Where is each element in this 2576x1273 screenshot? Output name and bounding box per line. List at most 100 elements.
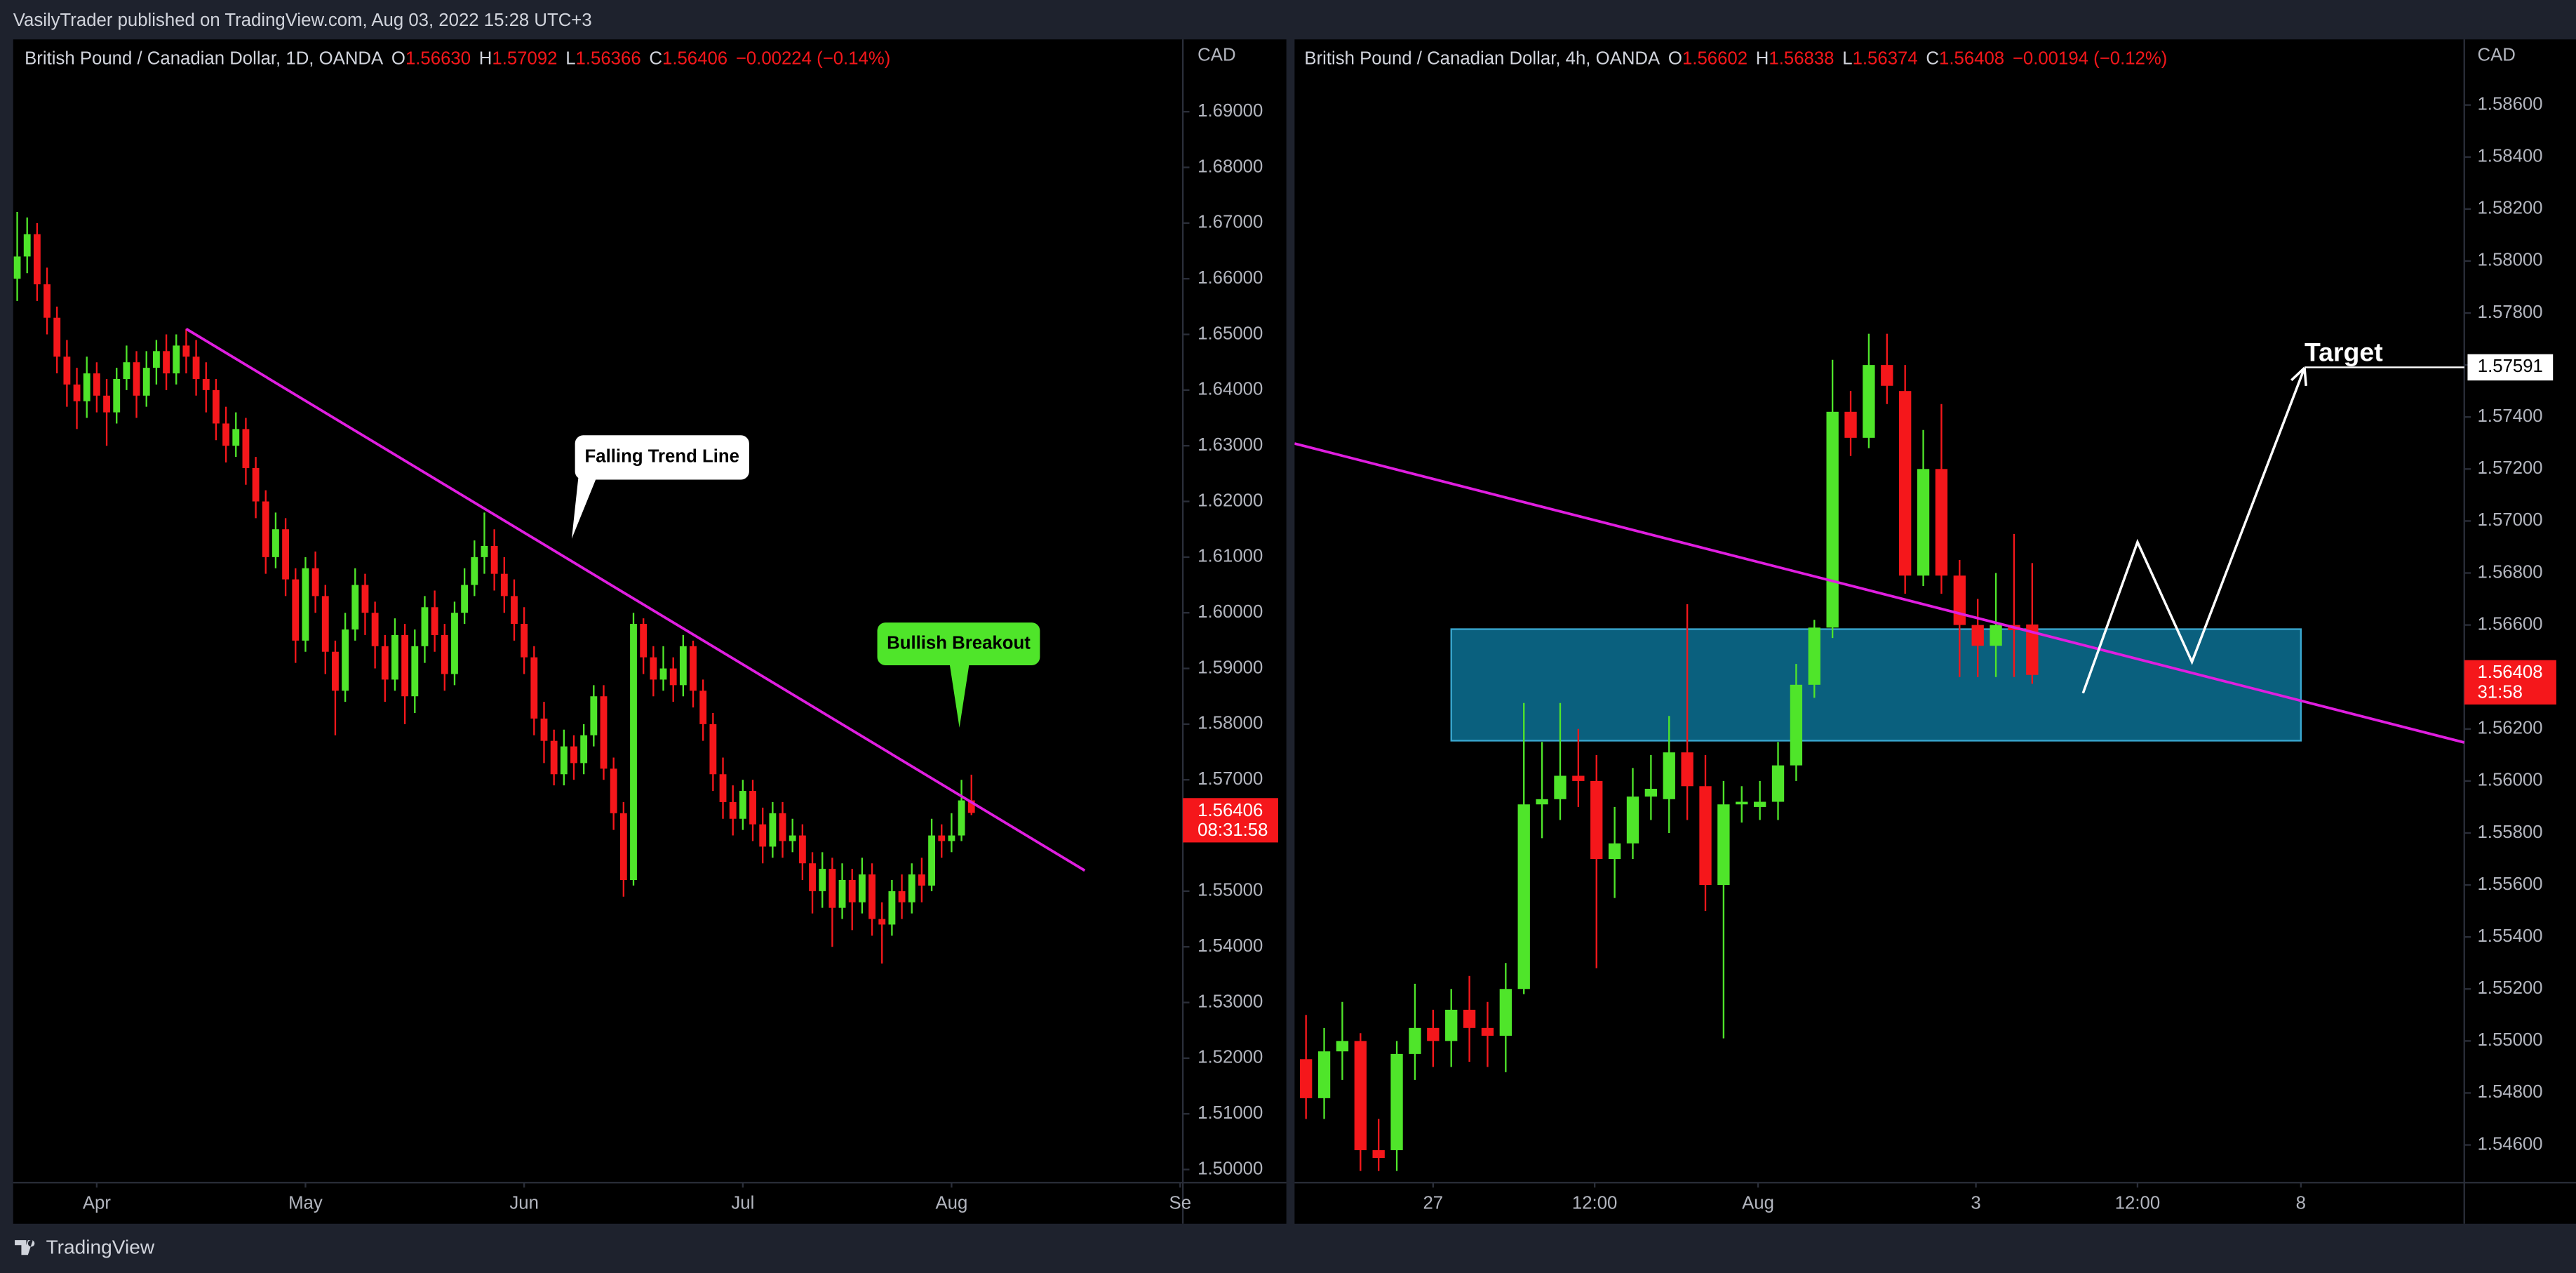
y-tick-label: 1.61000 (1198, 547, 1263, 566)
candle-body (252, 467, 260, 502)
candle-body (848, 880, 856, 902)
candle-body (1844, 411, 1857, 438)
y-tick-label: 1.64000 (1198, 380, 1263, 399)
y-tick-label: 1.69000 (1198, 101, 1263, 121)
callout-pointer (949, 663, 970, 728)
y-tick-label: 1.57400 (2477, 406, 2542, 426)
candle-body (133, 362, 140, 396)
candle-body (1771, 765, 1785, 802)
publisher-line: VasilyTrader published on TradingView.co… (13, 11, 592, 30)
legend-change: −0.00224 (−0.14%) (736, 48, 891, 68)
left-pane (13, 39, 1287, 1224)
chart-title: British Pound / Canadian Dollar, 1D, OAN… (25, 48, 384, 68)
last-price-label: 1.56406 (1198, 801, 1263, 820)
candle-body (600, 696, 608, 769)
axis-unit: CAD (1198, 45, 1235, 65)
callout-text: Falling Trend Line (585, 447, 739, 467)
target-text: Target (2305, 338, 2383, 367)
legend-value: 1.57092 (492, 48, 557, 68)
candle-body (1300, 1059, 1313, 1098)
legend-key: C (649, 48, 662, 68)
candle-body (580, 735, 588, 764)
candle-body (342, 629, 349, 691)
x-tick-label: Aug (1742, 1193, 1774, 1213)
y-tick-label: 1.55200 (2477, 978, 2542, 998)
candle-body (213, 389, 220, 424)
legend-value: 1.56630 (405, 48, 471, 68)
y-tick-label: 1.52000 (1198, 1048, 1263, 1067)
candle-body (490, 545, 498, 574)
candle-body (829, 869, 836, 908)
candle-body (769, 813, 777, 847)
candle-body (540, 718, 548, 741)
y-tick-label: 1.57000 (1198, 769, 1263, 789)
last-price-box (1183, 798, 1278, 843)
candle-body (83, 373, 90, 401)
candle-body (908, 874, 915, 902)
x-tick-label: 12:00 (1572, 1193, 1617, 1213)
y-tick-label: 1.57000 (2477, 510, 2542, 530)
y-tick-label: 1.55600 (2477, 874, 2542, 894)
candle-body (142, 368, 150, 396)
candle-body (779, 813, 786, 841)
x-tick-label: Aug (935, 1193, 967, 1213)
y-tick-label: 1.54800 (2477, 1082, 2542, 1102)
candle-body (1663, 752, 1675, 799)
last-price-label: 1.56408 (2477, 662, 2542, 682)
y-tick-label: 1.56800 (2477, 562, 2542, 582)
candle-body (789, 835, 796, 841)
target-price-box (2467, 354, 2554, 381)
brand-logo (15, 1240, 35, 1255)
x-tick-label: Jul (731, 1193, 754, 1213)
x-tick-label: 8 (2296, 1193, 2306, 1213)
x-tick-label: 3 (1971, 1193, 1980, 1213)
candle-body (232, 429, 240, 446)
candle-body (471, 556, 478, 585)
candle-body (1935, 469, 1948, 576)
candle-body (1808, 627, 1820, 685)
candle-body (321, 596, 329, 652)
candle-body (709, 724, 717, 775)
y-tick-label: 1.56200 (2477, 719, 2542, 738)
candle-body (619, 813, 627, 881)
candle-body (13, 256, 21, 279)
candle-body (391, 634, 398, 680)
y-tick-label: 1.55000 (1198, 881, 1263, 900)
candle-body (451, 613, 458, 674)
countdown-label: 08:31:58 (1198, 820, 1268, 840)
y-tick-label: 1.57800 (2477, 302, 2542, 322)
zone (1450, 628, 2302, 742)
x-tick-label: May (288, 1193, 323, 1213)
legend-key: L (1842, 48, 1852, 68)
candle-body (690, 646, 697, 691)
countdown-label: 31:58 (2477, 682, 2522, 702)
x-tick-label: Se (1169, 1193, 1192, 1213)
candle-body (918, 874, 925, 886)
candle-body (93, 373, 100, 396)
candle-body (560, 746, 568, 775)
candle-body (441, 634, 448, 674)
chart-legend: British Pound / Canadian Dollar, 1D, OAN… (25, 48, 890, 68)
candle-body (1572, 775, 1585, 781)
candle-body (33, 234, 41, 285)
y-tick-label: 1.55800 (2477, 822, 2542, 842)
candle-body (1790, 684, 1803, 766)
y-tick-label: 1.63000 (1198, 435, 1263, 455)
candle-body (1990, 625, 2002, 646)
candle-body (610, 768, 617, 813)
legend-change: −0.00194 (−0.12%) (2013, 48, 2168, 68)
candle-body (1499, 989, 1512, 1036)
candle-body (1463, 1009, 1476, 1028)
trend-line (185, 327, 1086, 872)
candle-body (699, 691, 707, 724)
candle-body (719, 774, 727, 802)
candle-body (173, 345, 180, 374)
candle-body (202, 378, 210, 390)
legend-value: 1.56838 (1769, 48, 1834, 68)
candle-body (590, 696, 598, 735)
y-tick-label: 1.58400 (2477, 147, 2542, 166)
legend-key: H (479, 48, 492, 68)
y-tick-label: 1.54600 (2477, 1134, 2542, 1154)
plot-area (13, 211, 1086, 964)
candle-body (739, 791, 746, 819)
